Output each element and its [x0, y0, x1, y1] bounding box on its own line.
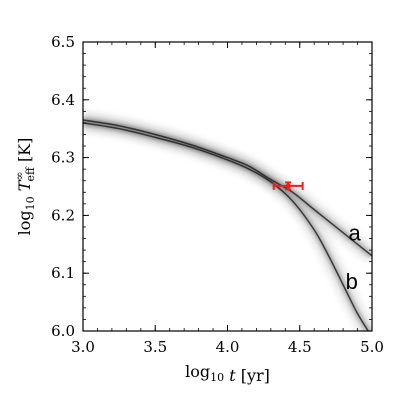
- x-tick-label: 4.0: [216, 338, 240, 356]
- observation-point: [272, 181, 304, 191]
- x-tick-label: 4.5: [288, 338, 312, 356]
- series-lines: [83, 119, 372, 331]
- plot-frame: [82, 41, 373, 332]
- y-axis-label: log10 T∞eff [K]: [13, 138, 37, 236]
- series-band-outer-a: [83, 112, 372, 263]
- x-axis: 3.0 3.5 4.0 4.5 5.0: [71, 42, 384, 356]
- series-line-a: [83, 119, 372, 257]
- x-tick-label: 3.5: [143, 338, 167, 356]
- series-band-inner-a: [83, 117, 372, 259]
- x-tick-label: 3.0: [71, 338, 95, 356]
- curve-label-a: a: [349, 220, 362, 245]
- curve-labels: ab: [346, 220, 362, 294]
- y-tick-label: 6.0: [51, 322, 75, 340]
- x-tick-label: 5.0: [360, 338, 384, 356]
- observation-marker: [285, 183, 291, 189]
- y-tick-label: 6.2: [51, 206, 75, 224]
- x-axis-label: log10 t [yr]: [185, 362, 270, 385]
- y-tick-label: 6.4: [51, 91, 75, 109]
- y-tick-label: 6.5: [51, 33, 75, 51]
- series-line-b: [83, 122, 370, 331]
- curve-label-b: b: [346, 269, 358, 294]
- y-tick-label: 6.3: [51, 149, 75, 167]
- density-bands: [83, 112, 372, 331]
- y-axis: 6.0 6.1 6.2 6.3 6.4 6.5: [51, 33, 372, 340]
- y-tick-label: 6.1: [51, 264, 75, 282]
